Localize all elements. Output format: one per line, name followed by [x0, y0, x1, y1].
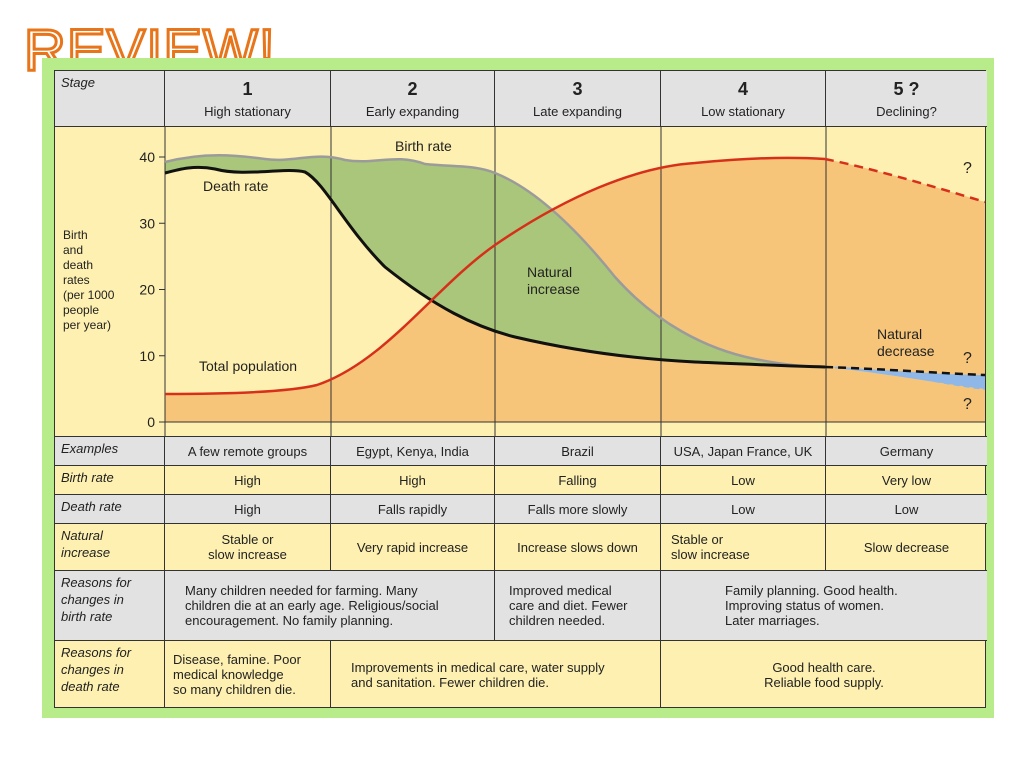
table-cell: A few remote groups: [165, 437, 331, 466]
table-cell: Falls rapidly: [331, 495, 495, 524]
natural-increase-label: increase: [527, 281, 580, 297]
stage-header-label: Stage: [55, 71, 165, 127]
y-tick-label: 30: [139, 215, 155, 231]
row-label: Examples: [55, 437, 165, 466]
table-cell: High: [165, 466, 331, 495]
y-tick-label: 10: [139, 348, 155, 364]
stage-number: 5 ?: [893, 78, 920, 99]
death-rate-label: Death rate: [203, 178, 269, 194]
table-cell: Good health care. Reliable food supply.: [764, 659, 884, 690]
table-cell: Low: [661, 466, 826, 495]
table-cell: Very rapid increase: [331, 524, 495, 571]
table-cell: Slow decrease: [826, 524, 987, 571]
stage-number: 2: [407, 78, 418, 99]
row-label: Birth rate: [55, 466, 165, 495]
stage-4-header: 4 Low stationary: [661, 71, 826, 127]
stage-name: Declining?: [876, 103, 937, 119]
question-mark-label: ?: [963, 160, 972, 177]
row-label: Death rate: [55, 495, 165, 524]
table-cell: Improved medical care and diet. Fewer ch…: [495, 571, 661, 641]
stage-number: 3: [572, 78, 583, 99]
table-cell: Germany: [826, 437, 987, 466]
death-rate-projection: [824, 365, 985, 377]
table-cell: High: [165, 495, 331, 524]
stage-2-header: 2 Early expanding: [331, 71, 495, 127]
death-rate-line: [164, 165, 826, 369]
total-population-projection: [824, 157, 985, 204]
stage-name: Low stationary: [701, 103, 785, 119]
stage-1-header: 1 High stationary: [165, 71, 331, 127]
stage-name: Late expanding: [533, 103, 622, 119]
y-tick-label: 40: [139, 149, 155, 165]
table-cell: Stable or slow increase: [165, 524, 331, 571]
table-cell: Increase slows down: [495, 524, 661, 571]
table-cell: Disease, famine. Poor medical knowledge …: [165, 641, 331, 708]
table-cell: Falls more slowly: [495, 495, 661, 524]
table-cell: USA, Japan France, UK: [661, 437, 826, 466]
table-cell: Family planning. Good health. Improving …: [661, 571, 987, 641]
table-cell: Stable or slow increase: [661, 524, 826, 571]
row-label: Natural increase: [55, 524, 165, 571]
row-label: Reasons for changes in birth rate: [55, 571, 165, 641]
y-axis-label: and: [63, 243, 83, 257]
table-cell: Egypt, Kenya, India: [331, 437, 495, 466]
stage-5-header: 5 ? Declining?: [826, 71, 987, 127]
y-axis-label: people: [63, 303, 99, 317]
y-axis-label: death: [63, 258, 93, 272]
y-tick-label: 0: [147, 414, 155, 430]
y-tick-label: 20: [139, 282, 155, 298]
question-mark-label: ?: [963, 396, 972, 413]
stage-name: High stationary: [204, 103, 291, 119]
stage-number: 4: [737, 78, 748, 99]
chart-area: 40 30 20 10 0 Birth and death rates (per 1000 peop…: [55, 127, 987, 437]
natural-increase-label: Natural: [527, 264, 572, 280]
total-population-label: Total population: [199, 358, 297, 374]
natural-decrease-label: Natural: [877, 326, 922, 342]
total-population-line: [164, 156, 826, 396]
birth-rate-label: Birth rate: [395, 138, 452, 154]
table-cell: Many children needed for farming. Many c…: [165, 571, 495, 641]
y-axis-label: per year): [63, 318, 111, 332]
stage-3-header: 3 Late expanding: [495, 71, 661, 127]
table-cell: Very low: [826, 466, 987, 495]
stage-name: Early expanding: [365, 103, 460, 119]
y-axis-label: rates: [63, 273, 90, 287]
table-cell: Brazil: [495, 437, 661, 466]
table-cell: Low: [826, 495, 987, 524]
table-cell: Low: [661, 495, 826, 524]
y-axis-label: Birth: [63, 228, 88, 242]
question-mark-label: ?: [963, 350, 972, 367]
table-cell: Falling: [495, 466, 661, 495]
table-cell: High: [331, 466, 495, 495]
y-axis-label: (per 1000: [63, 288, 115, 302]
row-label: Reasons for changes in death rate: [55, 641, 165, 708]
birth-rate-line: [164, 154, 826, 369]
natural-decrease-label: decrease: [877, 343, 935, 359]
stage-number: 1: [242, 78, 253, 99]
table-cell: Improvements in medical care, water supp…: [331, 641, 661, 708]
demographic-transition-diagram: Stage 1 High stationary 2 Early expandin…: [54, 70, 987, 708]
